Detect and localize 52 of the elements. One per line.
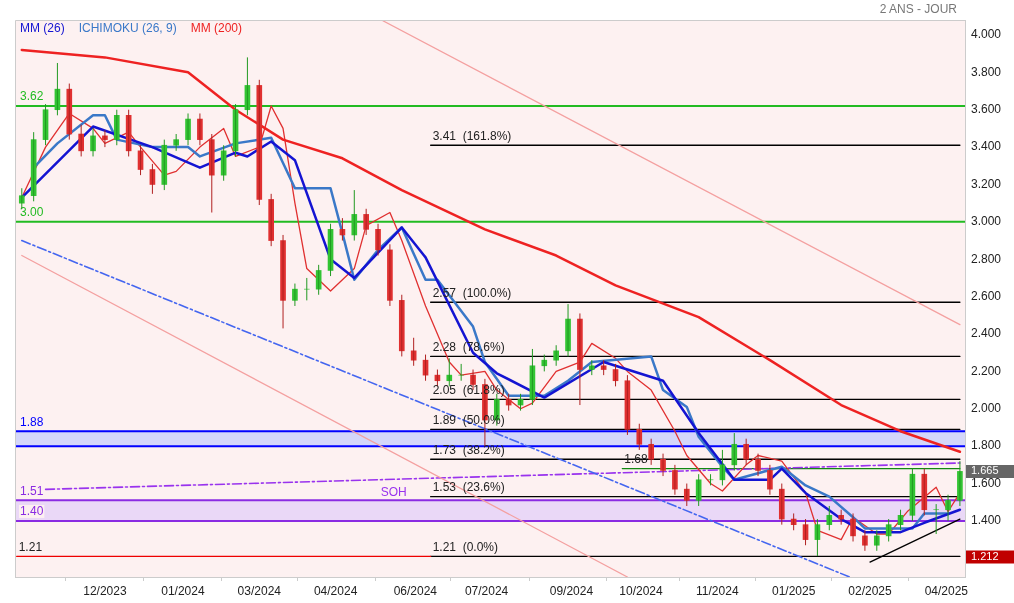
x-tick-label: 06/2024 <box>393 583 438 598</box>
x-tick-label: 01/2025 <box>771 583 816 598</box>
ref-line-label: 1.51 <box>20 483 44 498</box>
y-tick-label: 2.000 <box>971 401 1002 416</box>
y-tick-label: 1.800 <box>971 438 1002 453</box>
y-tick-label: 1.600 <box>971 475 1002 490</box>
y-tick-label: 3.600 <box>971 102 1002 117</box>
x-tick-label: 09/2024 <box>549 583 594 598</box>
annotation: 1.21 (0.0%) <box>432 539 498 554</box>
candlestick <box>707 473 714 486</box>
y-tick-label: 2.400 <box>971 326 1002 341</box>
candlestick <box>648 438 654 466</box>
annotation: 1.21 <box>18 539 43 554</box>
text: ICHIMOKU (26, 9) <box>78 21 177 36</box>
x-tick-label: 04/2024 <box>313 583 358 598</box>
x-tick-label: 12/2023 <box>83 583 127 598</box>
candlestick <box>683 483 690 507</box>
candlestick <box>636 423 643 451</box>
annotation: 3.41 (161.8%) <box>432 128 512 143</box>
candlestick <box>743 438 749 466</box>
annotation: 1.73 (38.2%) <box>432 442 505 457</box>
y-tick-label: 1.400 <box>971 513 1002 528</box>
text: MM (26) <box>20 21 65 36</box>
x-tick-label: 04/2025 <box>924 583 969 598</box>
y-tick-label: 3.400 <box>971 139 1002 154</box>
x-tick-label: 01/2024 <box>161 583 205 598</box>
text: 1.212 <box>971 549 999 562</box>
candlestick <box>933 503 939 535</box>
chart-subtitle: 2 ANS - JOUR <box>879 2 958 17</box>
x-tick-label: 03/2024 <box>237 583 282 598</box>
x-tick-label: 10/2024 <box>619 583 663 598</box>
text: MM (200) <box>190 21 243 36</box>
ref-line-label: 3.00 <box>20 205 44 220</box>
ref-line-label: 3.62 <box>20 89 44 104</box>
ref-line-label: 1.88 <box>20 414 44 429</box>
candlestick <box>173 133 179 152</box>
y-tick-label: 4.000 <box>971 27 1002 42</box>
candlestick <box>363 208 369 236</box>
x-tick-label: 07/2024 <box>464 583 509 598</box>
y-tick-label: 3.000 <box>971 214 1002 229</box>
annotation: 1.665 <box>971 464 999 477</box>
candlestick <box>588 359 595 376</box>
y-tick-label: 3.200 <box>971 176 1002 191</box>
y-tick-label: 3.800 <box>971 64 1002 79</box>
x-tick-label: 02/2025 <box>848 583 893 598</box>
x-tick-label: 11/2024 <box>696 583 739 598</box>
y-tick-label: 2.200 <box>971 363 1002 378</box>
y-tick-label: 2.800 <box>971 251 1002 266</box>
annotation: SOH <box>380 485 407 500</box>
ref-line-label: 1.40 <box>20 504 44 519</box>
annotation: 1.53 (23.6%) <box>432 479 505 494</box>
y-tick-label: 2.600 <box>971 288 1002 303</box>
